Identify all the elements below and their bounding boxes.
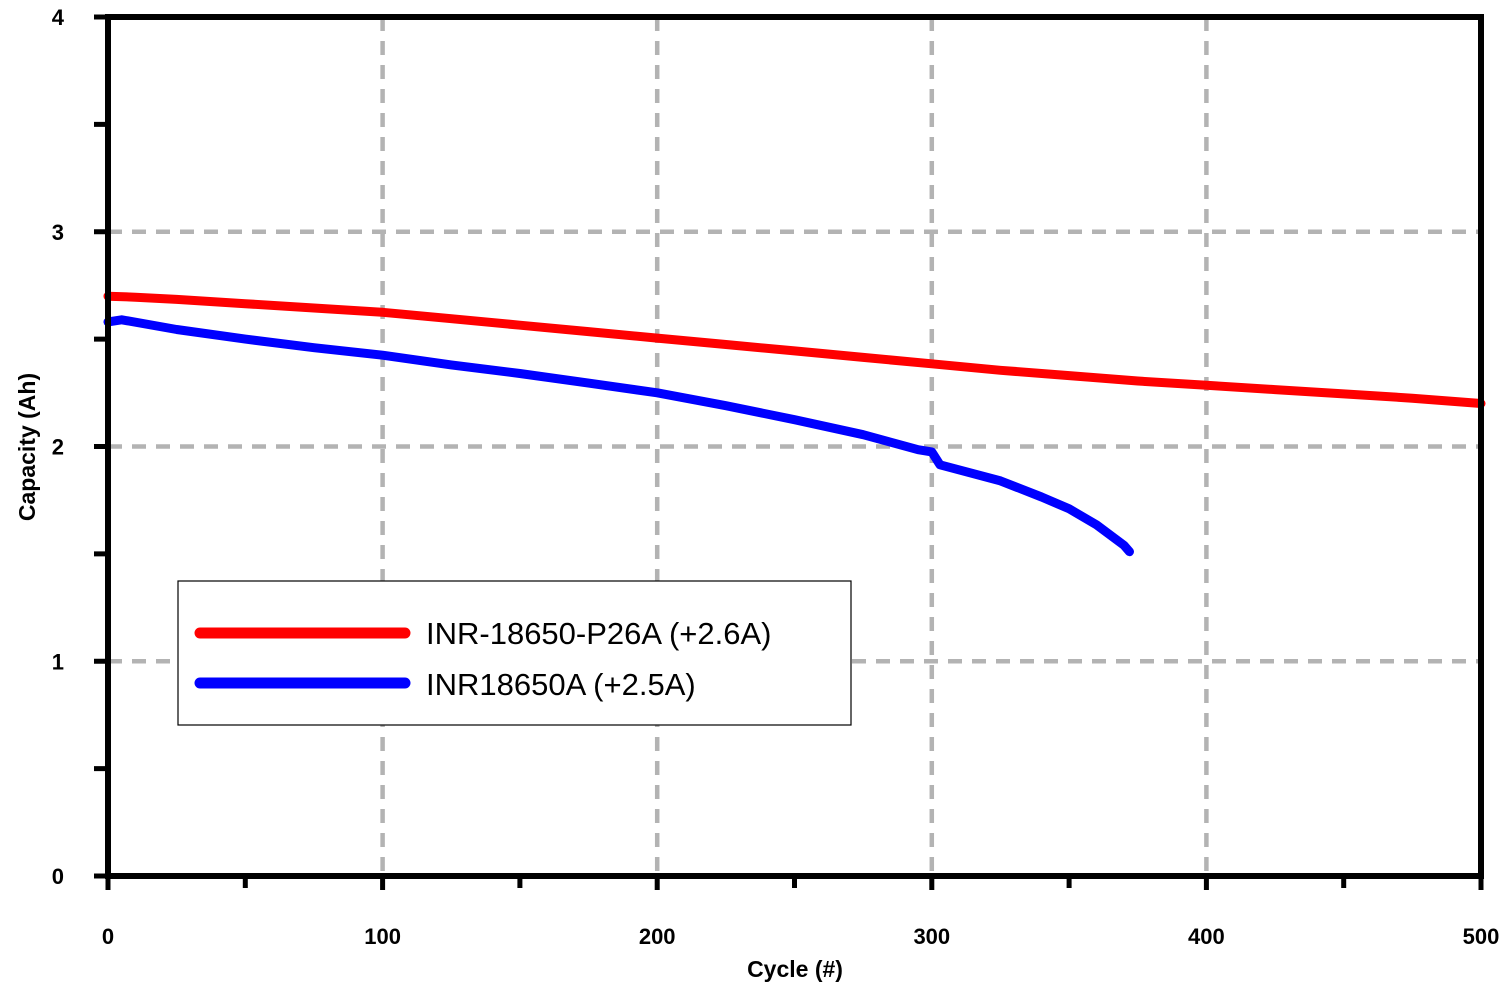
series-lines bbox=[103, 291, 1486, 557]
y-tick-label-1: 1 bbox=[52, 649, 64, 674]
x-axis-title: Cycle (#) bbox=[747, 956, 843, 982]
y-tick-label-2: 2 bbox=[52, 435, 64, 460]
tick-labels: 0 100 200 300 400 500 0 1 2 3 4 bbox=[52, 5, 1500, 949]
grid-lines bbox=[108, 17, 1481, 876]
x-tick-label-1: 100 bbox=[364, 924, 401, 949]
x-tick-label-2: 200 bbox=[639, 924, 676, 949]
tick-marks bbox=[94, 14, 1484, 890]
y-tick-label-0: 0 bbox=[52, 864, 64, 889]
legend-label-series-1: INR-18650-P26A (+2.6A) bbox=[426, 616, 772, 651]
y-tick-label-3: 3 bbox=[52, 220, 64, 245]
legend: INR-18650-P26A (+2.6A) INR18650A (+2.5A) bbox=[177, 580, 852, 726]
legend-label-series-2: INR18650A (+2.5A) bbox=[426, 667, 696, 702]
series-line-2 bbox=[103, 315, 1134, 557]
x-tick-label-0: 0 bbox=[102, 924, 114, 949]
x-tick-label-4: 400 bbox=[1188, 924, 1225, 949]
x-tick-label-5: 500 bbox=[1463, 924, 1500, 949]
legend-box bbox=[177, 580, 852, 726]
series-line-1 bbox=[103, 291, 1486, 408]
y-tick-label-4: 4 bbox=[52, 5, 65, 30]
y-axis-title: Capacity (Ah) bbox=[14, 373, 40, 521]
x-tick-label-3: 300 bbox=[913, 924, 950, 949]
